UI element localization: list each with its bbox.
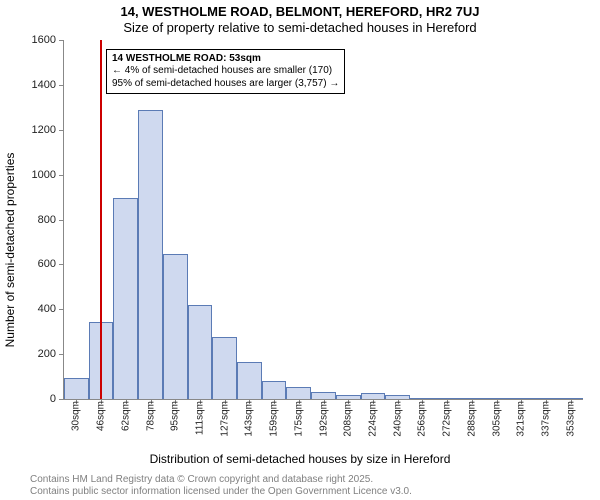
- ytick-mark: [59, 399, 64, 400]
- x-axis-label: Distribution of semi-detached houses by …: [0, 452, 600, 466]
- ytick-mark: [59, 175, 64, 176]
- title-sub: Size of property relative to semi-detach…: [0, 20, 600, 35]
- annotation-line-1: 14 WESTHOLME ROAD: 53sqm: [112, 53, 339, 66]
- histogram-bar: [188, 305, 213, 399]
- attribution-text: Contains HM Land Registry data © Crown c…: [30, 474, 412, 498]
- xtick-label: 288sqm: [466, 401, 477, 437]
- ytick-label: 1000: [32, 169, 56, 181]
- ytick-label: 400: [38, 303, 56, 315]
- xtick-label: 272sqm: [442, 401, 453, 437]
- xtick-label: 30sqm: [71, 401, 82, 431]
- ytick-mark: [59, 264, 64, 265]
- xtick-label: 353sqm: [565, 401, 576, 437]
- xtick-label: 321sqm: [516, 401, 527, 437]
- ytick-label: 1200: [32, 124, 56, 136]
- annotation-box: 14 WESTHOLME ROAD: 53sqm← 4% of semi-det…: [106, 49, 345, 95]
- ytick-label: 200: [38, 348, 56, 360]
- ytick-label: 0: [50, 393, 56, 405]
- chart-container: 14, WESTHOLME ROAD, BELMONT, HEREFORD, H…: [0, 0, 600, 500]
- ytick-label: 600: [38, 258, 56, 270]
- xtick-label: 224sqm: [367, 401, 378, 437]
- ytick-mark: [59, 220, 64, 221]
- xtick-label: 159sqm: [269, 401, 280, 437]
- histogram-bar: [64, 378, 89, 399]
- reference-line: [100, 40, 102, 399]
- histogram-bar: [286, 387, 311, 399]
- title-main: 14, WESTHOLME ROAD, BELMONT, HEREFORD, H…: [0, 4, 600, 19]
- attribution-line-2: Contains public sector information licen…: [30, 486, 412, 498]
- histogram-bar: [212, 337, 237, 399]
- xtick-label: 78sqm: [145, 401, 156, 431]
- histogram-bar: [138, 110, 163, 399]
- xtick-label: 62sqm: [120, 401, 131, 431]
- ytick-label: 1400: [32, 79, 56, 91]
- xtick-label: 175sqm: [293, 401, 304, 437]
- xtick-label: 256sqm: [417, 401, 428, 437]
- xtick-label: 192sqm: [318, 401, 329, 437]
- histogram-bar: [311, 392, 336, 399]
- annotation-line-2: ← 4% of semi-detached houses are smaller…: [112, 65, 339, 78]
- ytick-label: 1600: [32, 34, 56, 46]
- ytick-mark: [59, 85, 64, 86]
- xtick-label: 337sqm: [540, 401, 551, 437]
- xtick-label: 127sqm: [219, 401, 230, 437]
- ytick-mark: [59, 309, 64, 310]
- histogram-bar: [163, 254, 188, 399]
- xtick-label: 240sqm: [392, 401, 403, 437]
- xtick-label: 208sqm: [343, 401, 354, 437]
- plot-area: 0200400600800100012001400160030sqm46sqm6…: [63, 40, 583, 400]
- ytick-mark: [59, 130, 64, 131]
- xtick-label: 111sqm: [194, 401, 205, 435]
- ytick-label: 800: [38, 214, 56, 226]
- ytick-mark: [59, 354, 64, 355]
- y-axis-label: Number of semi-detached properties: [3, 153, 17, 348]
- xtick-label: 95sqm: [170, 401, 181, 431]
- xtick-label: 46sqm: [96, 401, 107, 431]
- histogram-bar: [237, 362, 262, 399]
- ytick-mark: [59, 40, 64, 41]
- xtick-label: 143sqm: [244, 401, 255, 437]
- xtick-label: 305sqm: [491, 401, 502, 437]
- histogram-bar: [262, 381, 287, 399]
- annotation-line-3: 95% of semi-detached houses are larger (…: [112, 78, 339, 91]
- histogram-bar: [113, 198, 138, 399]
- attribution-line-1: Contains HM Land Registry data © Crown c…: [30, 474, 412, 486]
